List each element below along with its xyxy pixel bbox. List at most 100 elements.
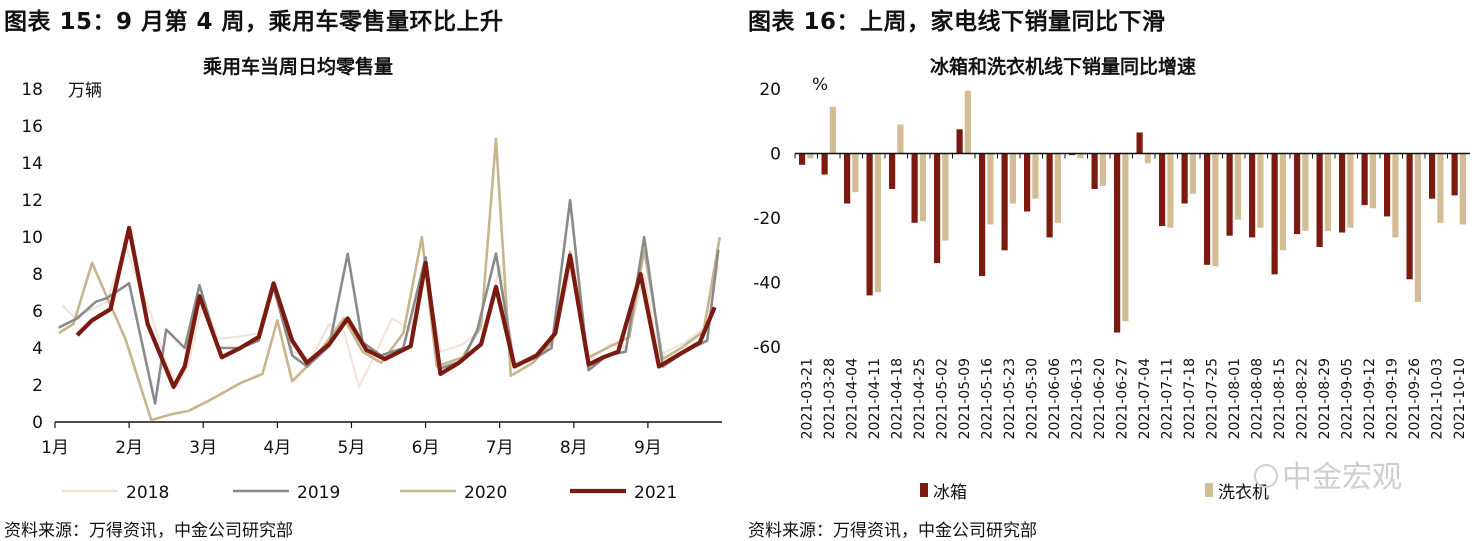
y-tick-label: -40 bbox=[753, 274, 781, 294]
bar-fridge bbox=[1384, 153, 1391, 217]
bar-washer bbox=[1099, 153, 1106, 186]
bar-washer bbox=[897, 124, 904, 154]
y-tick-label: 8 bbox=[32, 265, 43, 285]
bar-fridge bbox=[1271, 153, 1278, 275]
legend-label-washer: 洗衣机 bbox=[1218, 483, 1269, 503]
bar-fridge bbox=[1181, 153, 1188, 204]
bar-fridge bbox=[1406, 153, 1413, 280]
bar-fridge bbox=[979, 153, 986, 277]
y-tick-label: 0 bbox=[770, 145, 781, 165]
bar-washer bbox=[1212, 153, 1219, 267]
x-tick-label: 2021-08-15 bbox=[1272, 358, 1288, 439]
bar-fridge bbox=[1001, 153, 1008, 251]
y-tick-label: 16 bbox=[21, 117, 43, 137]
bar-fridge bbox=[1294, 153, 1301, 235]
left-source-note: 资料来源：万得资讯，中金公司研究部 bbox=[4, 521, 293, 541]
x-tick-label: 7月 bbox=[486, 438, 514, 458]
x-tick-label: 2021-07-04 bbox=[1137, 358, 1153, 439]
bar-fridge bbox=[821, 153, 828, 175]
bar-fridge bbox=[1204, 153, 1211, 265]
bar-washer bbox=[1347, 153, 1354, 228]
bar-fridge bbox=[1429, 153, 1436, 199]
x-tick-label: 4月 bbox=[263, 438, 291, 458]
appliance-bar-chart: -60 -40 -20 0 20 % 2021-03-21 2021-03-28 2021-04… bbox=[753, 75, 1470, 503]
bar-washer bbox=[1324, 153, 1331, 231]
legend-label-fridge: 冰箱 bbox=[933, 483, 967, 503]
bar-fridge bbox=[889, 153, 896, 189]
bar-fridge bbox=[844, 153, 851, 204]
bar-fridge bbox=[866, 153, 873, 296]
bar-washer bbox=[1392, 153, 1399, 238]
legend-label-2020: 2020 bbox=[464, 483, 507, 503]
bar-washer bbox=[874, 153, 881, 293]
series-line-2021 bbox=[75, 225, 717, 389]
x-tick-label: 2021-06-13 bbox=[1069, 358, 1085, 439]
legend-swatch-fridge bbox=[920, 483, 928, 497]
x-tick-label: 2021-05-16 bbox=[979, 358, 995, 439]
legend-label-2021: 2021 bbox=[634, 483, 677, 503]
y-tick-label: 6 bbox=[32, 302, 43, 322]
bar-washer bbox=[1167, 153, 1174, 228]
bar-washer bbox=[1054, 153, 1061, 223]
y-tick-label: -20 bbox=[753, 209, 781, 229]
bar-washer bbox=[1122, 153, 1129, 322]
x-tick-label: 2021-04-11 bbox=[867, 358, 883, 439]
legend-label-2019: 2019 bbox=[297, 483, 340, 503]
watermark: 中金宏观 bbox=[1282, 460, 1402, 495]
legend-label-2018: 2018 bbox=[126, 483, 169, 503]
x-tick-label: 3月 bbox=[189, 438, 217, 458]
x-tick-label: 2021-04-18 bbox=[889, 358, 905, 439]
y-tick-label: 4 bbox=[32, 339, 43, 359]
bar-washer bbox=[1189, 153, 1196, 194]
right-chart-title: 冰箱和洗衣机线下销量同比增速 bbox=[930, 56, 1197, 78]
x-tick-label: 2021-03-28 bbox=[822, 358, 838, 439]
bar-fridge bbox=[956, 129, 963, 154]
bar-fridge bbox=[1249, 153, 1256, 238]
y-axis-unit: % bbox=[812, 75, 828, 95]
y-tick-label: 10 bbox=[21, 228, 43, 248]
x-tick-label: 6月 bbox=[412, 438, 440, 458]
bar-fridge bbox=[799, 153, 806, 165]
x-tick-label: 2021-08-29 bbox=[1317, 358, 1333, 439]
x-tick-label: 2021-06-27 bbox=[1114, 358, 1130, 439]
x-tick-label: 2021-04-04 bbox=[844, 358, 860, 439]
y-axis-unit: 万辆 bbox=[68, 81, 102, 101]
bar-washer bbox=[964, 90, 971, 154]
y-tick-label: 14 bbox=[21, 154, 43, 174]
x-tick-label: 2021-10-10 bbox=[1452, 358, 1468, 439]
bar-washer bbox=[1257, 153, 1264, 228]
bar-washer bbox=[807, 153, 814, 159]
bar-washer bbox=[942, 153, 949, 241]
bar-washer bbox=[1032, 153, 1039, 199]
bar-fridge bbox=[1024, 153, 1031, 212]
y-tick-label: 18 bbox=[21, 80, 43, 100]
bar-fridge bbox=[1091, 153, 1098, 189]
x-tick-label: 1月 bbox=[41, 438, 69, 458]
right-source-note: 资料来源：万得资讯，中金公司研究部 bbox=[748, 521, 1037, 541]
x-tick-label: 2021-07-18 bbox=[1182, 358, 1198, 439]
x-tick-label: 2月 bbox=[115, 438, 143, 458]
bar-fridge bbox=[1339, 153, 1346, 233]
bar-fridge bbox=[1114, 153, 1121, 333]
y-tick-label: 0 bbox=[32, 413, 43, 433]
bar-washer bbox=[852, 153, 859, 193]
bar-washer bbox=[1459, 153, 1466, 225]
bar-fridge bbox=[1069, 153, 1076, 156]
bar-washer bbox=[987, 153, 994, 225]
x-tick-label: 2021-10-03 bbox=[1429, 358, 1445, 439]
x-tick-label: 2021-06-06 bbox=[1047, 358, 1063, 439]
x-tick-label: 2021-07-25 bbox=[1204, 358, 1220, 439]
bar-fridge bbox=[1226, 153, 1233, 236]
y-tick-label: 2 bbox=[32, 376, 43, 396]
bar-washer bbox=[1302, 153, 1309, 231]
x-tick-label: 2021-08-01 bbox=[1227, 358, 1243, 439]
car-sales-line-chart: 0 2 4 6 8 10 12 14 16 18 万辆 1月 2月 3月 4月 5月 6月 7月 8月 9月 2018 2… bbox=[21, 80, 722, 503]
bar-fridge bbox=[1159, 153, 1166, 227]
bar-washer bbox=[1279, 153, 1286, 251]
bar-fridge bbox=[1136, 132, 1143, 154]
bar-washer bbox=[829, 106, 836, 154]
x-tick-label: 5月 bbox=[338, 438, 366, 458]
x-tick-label: 2021-09-26 bbox=[1407, 358, 1423, 439]
y-tick-label: -60 bbox=[753, 338, 781, 358]
x-tick-label: 2021-05-09 bbox=[957, 358, 973, 439]
